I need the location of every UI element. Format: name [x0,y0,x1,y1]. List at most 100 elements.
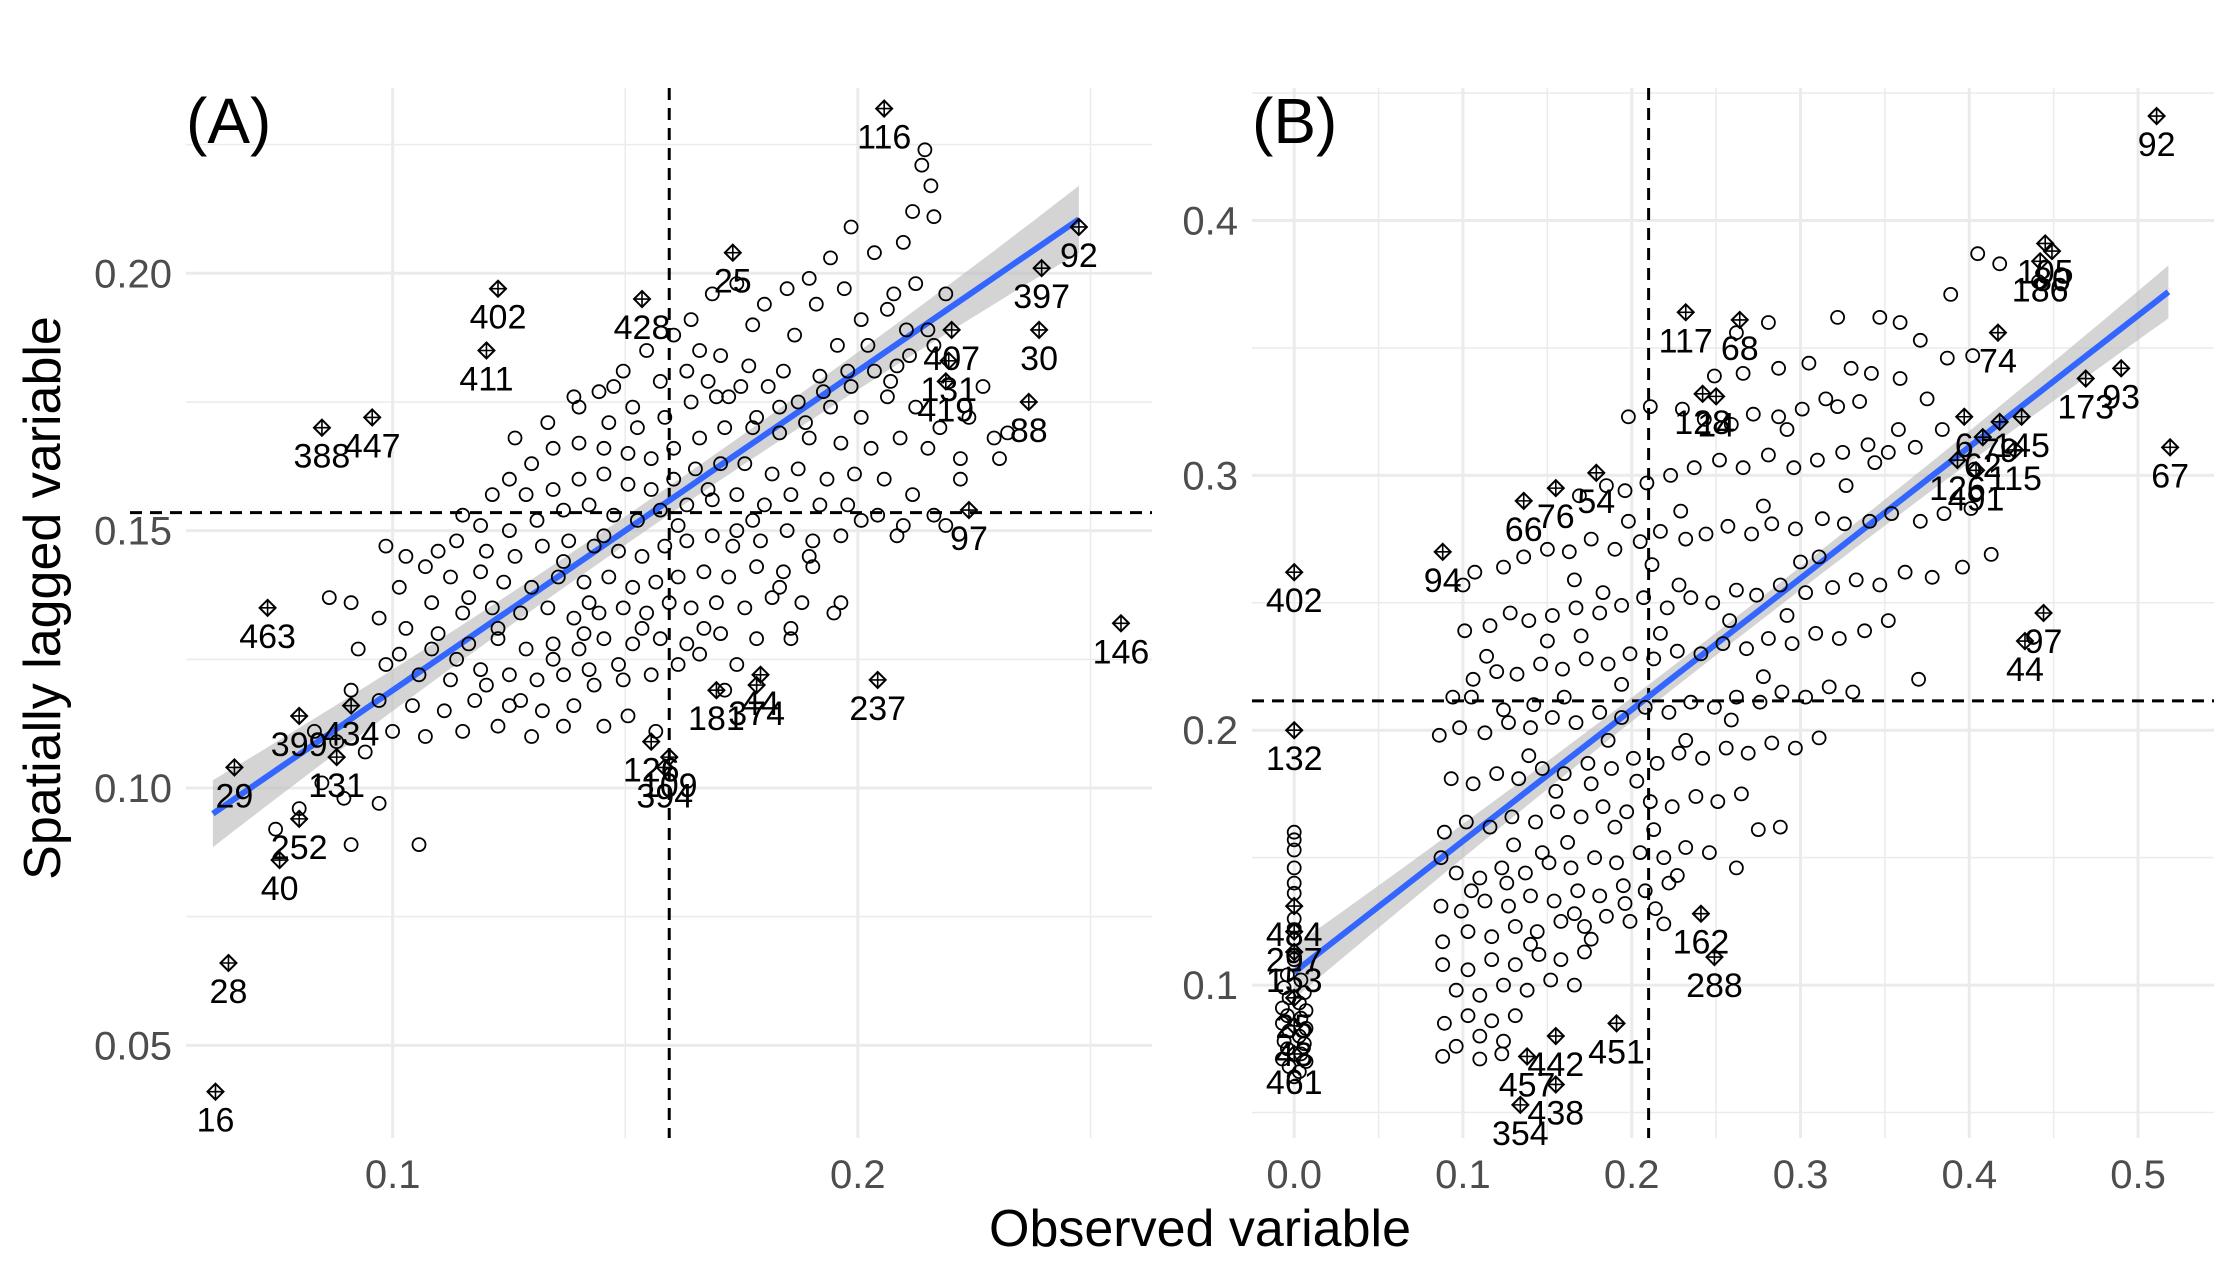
data-point [1573,628,1589,644]
x-tick-label: 0.0 [1266,1153,1322,1197]
data-point [905,204,920,219]
data-point [787,327,802,343]
data-point [1793,554,1808,570]
data-point [764,466,780,482]
data-point [805,559,821,575]
data-point [683,312,699,328]
data-point [596,440,612,456]
data-point [535,538,550,554]
data-point [449,533,465,549]
data-point [741,358,757,374]
data-point [620,445,636,461]
point-id-label: 76 [1537,498,1575,536]
data-point [1457,623,1473,639]
data-point [1595,585,1611,600]
y-tick-label: 0.05 [94,1024,172,1068]
data-point [1617,483,1633,499]
data-point [484,487,500,503]
data-point [1678,733,1694,748]
data-point [1761,631,1776,646]
labeled-point [641,732,661,752]
data-point [812,368,828,384]
labeled-point [327,747,347,767]
data-point [880,389,895,405]
data-point [1567,977,1582,993]
data-point [1460,962,1476,978]
data-point [1592,888,1608,904]
data-point [1567,906,1582,922]
data-point [581,662,597,677]
data-point [490,621,506,636]
data-point [586,677,602,693]
data-point [783,621,799,636]
labeled-point [1284,942,1304,962]
point-id-label: 146 [1093,633,1150,671]
labeled-point [2012,407,2032,427]
data-point [513,605,528,621]
point-id-label: 463 [239,618,296,656]
data-point [729,276,745,292]
data-point [1830,399,1845,415]
data-point [889,528,905,544]
data-point [1494,1046,1510,1062]
panel-a-y-ticks: 0.05 0.10 0.15 0.20 [94,252,172,1068]
data-point [840,363,856,379]
data-point [1519,982,1535,998]
data-point [1280,1008,1295,1024]
data-point [801,430,817,446]
data-point [1837,516,1852,532]
data-point [745,317,761,333]
data-point [1621,513,1636,529]
data-point [1678,840,1694,855]
point-id-label: 126 [1929,470,1986,508]
data-point [808,296,824,312]
data-point [1506,837,1521,853]
data-point [1955,559,1970,575]
data-point [1622,914,1638,929]
data-point [776,564,791,580]
labeled-point [1284,988,1304,1008]
labeled-point [2147,106,2167,126]
labeled-point [1691,904,1711,924]
data-point [1872,577,1888,593]
data-point [696,621,712,636]
data-point [1857,623,1872,639]
y-axis-title: Spatially lagged variable [14,316,72,880]
labeled-point [219,953,238,973]
point-id-label: 29 [216,777,254,815]
data-point [357,744,373,760]
data-point [615,672,631,688]
data-point [1568,715,1584,730]
data-point [1437,1015,1452,1031]
data-point [1771,409,1786,425]
point-id-label: 67 [2151,457,2189,495]
data-point [1296,1036,1312,1052]
data-point [1445,689,1461,705]
labeled-point [1693,384,1713,404]
data-point [1511,771,1527,787]
point-id-label: 14 [1697,406,1735,444]
data-point [704,286,720,302]
data-point [938,286,954,302]
point-id-label: 105 [2017,253,2074,291]
data-point [1523,888,1538,904]
data-point [556,718,571,734]
data-point [1607,541,1623,557]
data-point [1735,460,1751,476]
data-point [1912,513,1928,529]
data-point [1507,957,1523,973]
data-point [371,693,387,708]
data-point [1696,411,1712,427]
data-point [1458,814,1474,830]
labeled-point [1029,320,1049,340]
data-point [1614,710,1629,725]
data-point [1661,875,1677,891]
data-point [1595,799,1611,815]
data-point [501,471,517,487]
data-point [833,435,849,451]
data-point [895,234,911,250]
data-point [1779,608,1795,623]
point-id-label: 491 [1948,480,2005,518]
data-point [1642,794,1658,809]
